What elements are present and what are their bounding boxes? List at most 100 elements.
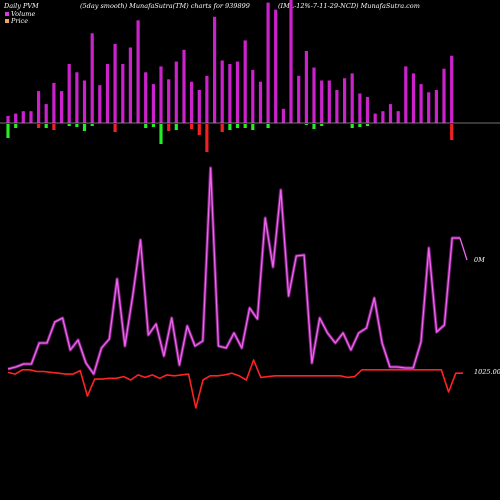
volume-right-label: 0M [474,256,485,264]
volume-bar [235,61,240,123]
volume-bar [450,55,454,124]
volume-bar [320,80,324,123]
volume-bar [396,111,400,123]
volume-bar [205,75,209,123]
signal-bar [167,124,171,131]
lines-group [7,166,468,409]
signal-bar [350,124,354,128]
volume-bar [350,73,354,123]
volume-bar [67,64,71,123]
signal-bar [243,124,247,128]
signal-bar [75,124,79,127]
volume-bar [404,66,408,123]
signal-bar [6,124,10,138]
volume-bar [335,90,339,123]
volume-bar [220,60,224,123]
volume-bar [182,49,186,123]
legend-swatch-price [5,19,9,23]
volume-bar [190,81,194,123]
volume-bar [6,115,10,123]
price-right-label: 1025.00 [474,368,500,376]
volume-bar [327,80,331,123]
volume-bar [281,108,285,123]
signal-bar [37,124,41,128]
volume-bar [98,85,102,123]
volume-bar [90,33,94,123]
chart-header-center-right: (IML-12%-7-11-29-NCD) MunafaSutra.com [278,2,420,10]
volume-bar [304,51,308,123]
volume-bar [228,64,232,123]
volume-bar [44,104,48,123]
volume-bar [52,82,56,123]
signal-bar [205,124,209,152]
volume-bar [197,90,201,123]
signal-bar [113,124,117,132]
volume-bar [312,67,316,123]
signal-bar [312,124,316,129]
volume-bar [167,79,171,123]
signal-bar [220,124,224,132]
volume-bar [427,92,431,123]
volume-line [7,167,460,375]
legend-swatch-volume [5,12,9,16]
volume-bar [213,16,217,123]
legend-label-price: Price [10,17,28,25]
volume-bar [144,72,148,123]
signal-bar [251,124,255,130]
volume-bar [289,0,293,124]
signal-bar [190,124,194,129]
signal-bar [90,124,94,126]
volume-bar [105,64,110,123]
volume-bar [14,113,18,123]
volume-bar [21,111,25,123]
volume-bars-group [6,0,454,152]
chart-header-center-left: (5day smooth) MunafaSutra(TM) charts for… [80,2,250,10]
volume-bar [251,69,255,123]
signal-bar [82,124,87,131]
volume-bar [136,20,140,123]
volume-bar [243,40,247,123]
volume-bar [60,91,64,123]
signal-bar [67,124,71,126]
signal-bar [151,124,155,127]
volume-bar [274,9,278,124]
signal-bar [228,124,232,130]
volume-bar [29,111,33,123]
volume-bar [266,2,270,124]
volume-bar [82,80,87,123]
volume-bar [159,66,163,123]
price-line [7,359,463,409]
signal-bar [52,124,56,130]
volume-bar [388,104,393,123]
volume-bar [434,90,438,123]
signal-bar [235,124,240,128]
volume-bar [297,75,301,123]
signal-bar [320,124,324,126]
volume-bar [411,73,416,123]
volume-bar [75,72,79,123]
volume-bar [419,84,423,123]
volume-bar [373,113,377,123]
volume-bar [381,111,385,123]
volume-bar [258,81,263,123]
signal-bar [266,124,270,128]
signal-bar [44,124,48,128]
volume-bar [343,78,347,123]
volume-line-tail [459,237,468,261]
volume-bar [113,43,117,123]
signal-bar [174,124,178,130]
volume-bar [442,68,446,123]
volume-bar [365,97,370,123]
volume-bar [37,91,41,123]
signal-bar [358,124,362,127]
signal-bar [14,124,18,128]
signal-bar [144,124,148,128]
volume-bar [358,93,362,123]
volume-bar [174,61,178,123]
legend-label-volume: Volume [11,10,35,18]
signal-bar [365,124,370,126]
volume-bar [151,84,155,123]
chart-header-left: Daily PVM [3,2,39,10]
